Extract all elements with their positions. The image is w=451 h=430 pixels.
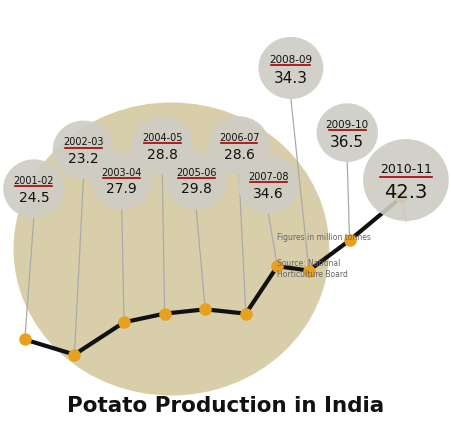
Text: 29.8: 29.8 <box>181 182 212 196</box>
Text: 2002-03: 2002-03 <box>63 137 104 147</box>
Text: 23.2: 23.2 <box>68 152 99 166</box>
Circle shape <box>53 121 114 180</box>
Circle shape <box>3 160 64 218</box>
Text: 2008-09: 2008-09 <box>269 55 313 65</box>
Text: Source: National
Horticulture Board: Source: National Horticulture Board <box>277 258 348 279</box>
Text: 2010-11: 2010-11 <box>380 163 432 176</box>
Text: Figures in million tonnes: Figures in million tonnes <box>277 232 371 241</box>
Text: 36.5: 36.5 <box>330 135 364 150</box>
Circle shape <box>132 117 193 175</box>
Text: 28.6: 28.6 <box>224 147 254 162</box>
Circle shape <box>363 140 449 221</box>
Text: 2007-08: 2007-08 <box>248 172 289 181</box>
Text: 42.3: 42.3 <box>384 183 428 202</box>
Circle shape <box>238 156 299 214</box>
Circle shape <box>91 151 152 210</box>
Text: 2006-07: 2006-07 <box>219 133 259 143</box>
Circle shape <box>317 104 378 163</box>
Text: 2001-02: 2001-02 <box>14 176 54 186</box>
Ellipse shape <box>14 103 329 396</box>
Text: 2005-06: 2005-06 <box>176 167 216 177</box>
Text: 2009-10: 2009-10 <box>326 120 369 130</box>
Text: Potato Production in India: Potato Production in India <box>67 395 384 415</box>
Text: 28.8: 28.8 <box>147 147 178 162</box>
Circle shape <box>258 38 323 100</box>
Text: 34.6: 34.6 <box>253 186 284 200</box>
Circle shape <box>208 117 270 175</box>
Text: 2004-05: 2004-05 <box>142 133 183 143</box>
Text: 2003-04: 2003-04 <box>101 167 142 177</box>
Text: 27.9: 27.9 <box>106 182 137 196</box>
Text: 24.5: 24.5 <box>18 190 49 205</box>
Circle shape <box>166 151 227 210</box>
Text: 34.3: 34.3 <box>274 71 308 85</box>
